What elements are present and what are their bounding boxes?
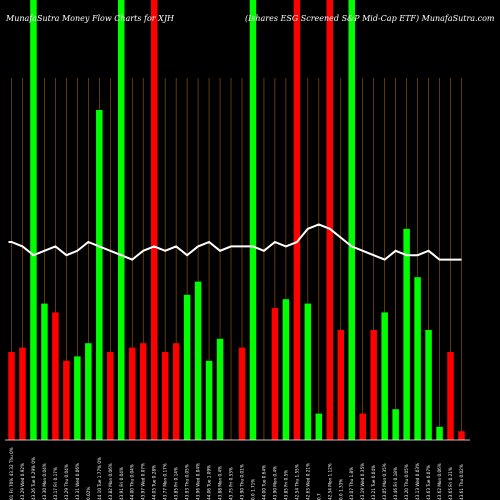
volume-bar [85,343,92,440]
x-tick-label: 43.29 Wed 0.92% [20,463,25,500]
volume-bar [337,330,345,440]
volume-bar [315,413,323,440]
volume-bar [359,413,366,440]
chart-title-right: (Ishares ESG Screened S&P Mid-Cap ETF) M… [245,14,495,23]
volume-bar [436,426,443,440]
x-tick-label: 43.19 Wed 0.35% [360,463,365,500]
x-tick-label: 0.02% [86,487,91,500]
x-tick-label: 43.96 Wed 0.04% [196,463,201,500]
volume-bar [271,308,279,440]
x-tick-label: 43.90 Thu 0.01% [239,464,244,500]
x-tick-label: 42.54 Mon 1.12% [327,463,332,500]
x-tick-label: 44.06 Tue 1.09% [207,465,212,500]
x-tick-label: 43.65 Fri 0.21% [448,467,453,500]
price-line [8,223,462,261]
x-tick-label: 43.61 Thu 0.02% [459,464,464,500]
x-tick-label: 43.93 Thu 0.05% [185,464,190,500]
x-tick-label: 42.54 Thu 1.55% [294,464,299,500]
volume-bar [249,0,257,440]
x-tick-label: 43.20 Thu 0.05% [404,464,409,500]
volume-bar [205,360,213,440]
volume-bar [392,409,399,440]
volume-bar [216,338,224,440]
volume-bar [74,356,81,440]
volume-bar [282,299,290,440]
x-tick-labels: 01 Fri 70% 43.32 Thu 0% 43.29 Wed 0.92% 43… [9,447,464,500]
volume-bar [8,352,15,440]
chart-title-left: MunafaSutra Money Flow Charts for XJH [5,14,175,23]
volume-bar [172,343,180,440]
volume-bar [348,0,355,440]
x-tick-label: 43.63 Tue 0.07% [426,465,431,500]
x-tick-label: 43.30 Mon 0.04% [42,463,47,500]
x-tick-label: 43.90 Mon 0.4% [272,466,277,500]
volume-bar [304,303,312,440]
volume-bar [370,330,377,440]
volume-bar [238,347,246,440]
x-tick-label: 0.0 1.71% [250,479,255,500]
volume-bar [403,228,410,440]
x-tick-label: 43.17 Fri 0.17% [53,467,58,500]
volume-bar [447,352,454,440]
volume-bar [458,431,465,440]
x-tick-label: 43.75 Fri 0.53% [229,467,234,500]
volume-bar [414,277,421,440]
volume-bar [161,352,169,440]
volume-bar [326,0,334,440]
x-tick-label: 44.00 Tue 0.64% [261,465,266,500]
x-tick-label: 43.97 Wed 0.07% [141,463,146,500]
x-tick-label: 44.00 Thu 0.04% [130,464,135,500]
x-tick-label: 43.77 Mon 0.17% [163,463,168,500]
volume-bar [128,347,136,440]
x-tick-label: 43.85 Fri 0.5% [283,470,288,500]
x-tick-label: 43.88 Mon 0.4% [218,466,223,500]
x-tick-label: 43.26 Tue 0.29% 0% [31,457,36,500]
volume-bar [194,281,202,440]
volume-bar [293,0,301,440]
bar-series [8,0,465,440]
volume-bar [41,303,48,440]
x-tick-label: 43.07 Thu 1.8% [349,467,354,500]
volume-bar [381,312,388,440]
volume-bar [139,343,147,440]
x-tick-label: 42.63 Wed 0.21% [305,463,310,500]
x-tick-label: 43.31 Wed 0.06% [75,463,80,500]
volume-bar [30,0,37,440]
volume-bar [107,352,114,440]
volume-bar [150,0,158,440]
x-tick-label: 43.13 Wed 0.03% [415,463,420,500]
x-tick-label: 43.62 Mon 0.06% [437,463,442,500]
volume-bar [19,347,26,440]
x-tick-label: 0.0 1.33% [338,479,343,500]
volume-bar [63,360,70,440]
volume-bar [183,294,191,440]
volume-bar [96,110,103,440]
x-tick-label: 43.82 Mon 0.06% [108,463,113,500]
volume-bar [52,312,59,440]
x-tick-label: 43.85 Fri 0.14% [174,467,179,500]
x-tick-label: 44.10 Tue 1.77% 0% [97,457,102,500]
x-tick-label: 01 Fri 70% 43.32 Thu 0% [9,447,14,500]
volume-bar [425,330,432,440]
x-tick-label: 0.7 [316,493,321,500]
x-tick-label: 43.05 Mon 0.35% [382,463,387,500]
x-tick-label: 43.21 Tue 0.04% [371,465,376,500]
x-tick-label: 43.91 Fri 0.04% [119,467,124,500]
x-tick-label: 44.05 Tue 0.28% [152,465,157,500]
volume-bar [118,0,125,440]
x-tick-label: 43.29 Thu 0.04% [64,464,69,500]
x-tick-label: 43.46 Fri 0.18% [393,467,398,500]
